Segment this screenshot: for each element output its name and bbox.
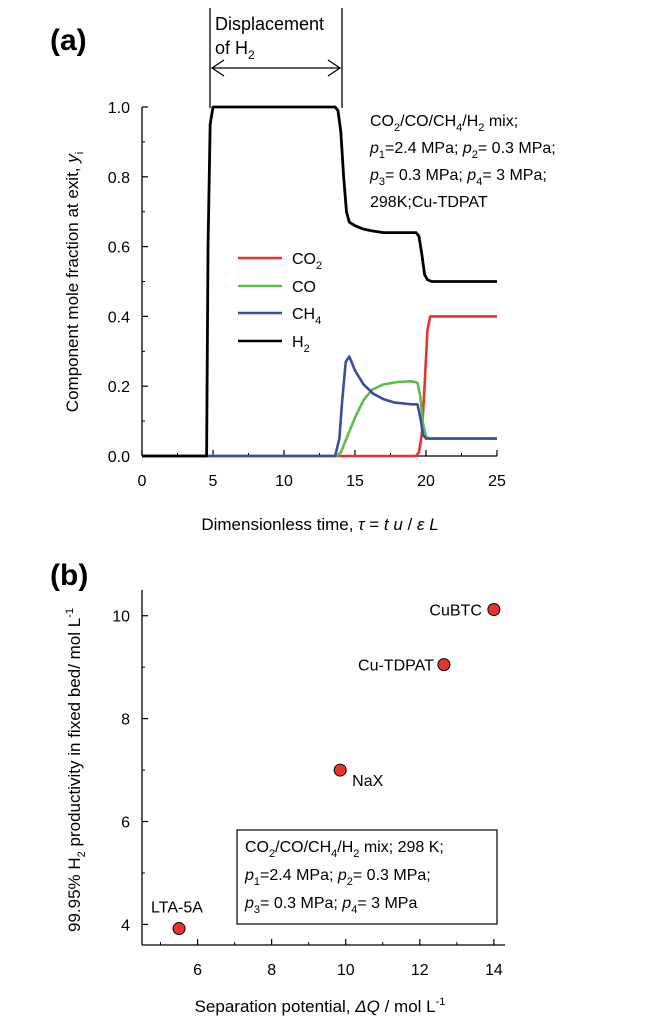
line-co	[142, 380, 497, 458]
conditions-b-box	[236, 829, 498, 925]
x-tick-label-a: 25	[488, 473, 506, 490]
arrowhead-right	[327, 59, 342, 77]
displacement-text: Displacement	[215, 14, 324, 34]
ticks-b: 6 8 10 12 14 4 6 8 10	[112, 609, 503, 979]
ticks-a: 0 5 10 15 20 25 0.0 0.2 0.4 0.6 0.8 1.0	[108, 100, 506, 490]
y-tick-label-a: 0.4	[108, 309, 130, 326]
point-cubtc	[487, 603, 501, 617]
panel-a-label: (a)	[50, 24, 87, 57]
legend-label-ch4: CH4	[292, 306, 321, 327]
line-h2	[142, 105, 497, 458]
scatter-points-b: LTA-5A NaX Cu-TDPAT CuBTC	[151, 603, 501, 936]
y-tick-label-b: 4	[121, 917, 130, 934]
legend-label-co2: CO2	[292, 251, 322, 272]
line-ch4	[142, 355, 497, 458]
displacement-of-h2: of H2	[215, 38, 255, 62]
displacement-annotation: Displacement of H2	[209, 8, 343, 108]
legend-label-co: CO	[292, 279, 316, 296]
x-tick-label-a: 15	[346, 473, 364, 490]
x-tick-label-b: 14	[485, 962, 503, 979]
point-label: CuBTC	[429, 603, 481, 620]
x-tick-label-b: 10	[337, 962, 355, 979]
conditions-a-line1: CO2/CO/CH4/H2 mix;	[370, 113, 518, 134]
conditions-b-line2: p1=2.4 MPa; p2= 0.3 MPa;	[244, 867, 431, 888]
x-tick-label-a: 20	[417, 473, 435, 490]
x-tick-label-b: 6	[193, 962, 202, 979]
x-tick-label-a: 0	[138, 473, 147, 490]
point-label: NaX	[352, 773, 383, 790]
x-axis-label-a: Dimensionless time, τ = t u / ε L	[201, 515, 438, 534]
x-tick-label-a: 5	[209, 473, 218, 490]
x-tick-label-b: 8	[267, 962, 276, 979]
y-tick-label-a: 1.0	[108, 100, 130, 117]
conditions-b-line1: CO2/CO/CH4/H2 mix; 298 K;	[245, 839, 444, 860]
y-tick-label-b: 6	[121, 815, 130, 832]
conditions-a-line4: 298K;Cu-TDPAT	[370, 194, 488, 211]
conditions-b-line3: p3= 0.3 MPa; p4= 3 MPa	[244, 895, 417, 916]
conditions-a: CO2/CO/CH4/H2 mix; p1=2.4 MPa; p2= 0.3 M…	[369, 113, 556, 211]
x-axis-label-b: Separation potential, ΔQ / mol L-1	[195, 996, 446, 1016]
y-tick-label-a: 0.0	[108, 449, 130, 466]
series-lines-a	[142, 105, 497, 458]
y-tick-label-b: 10	[112, 609, 130, 626]
y-tick-label-a: 0.8	[108, 170, 130, 187]
arrowhead-left	[210, 59, 225, 77]
point-cu-tdpat	[437, 658, 451, 672]
x-tick-label-a: 10	[275, 473, 293, 490]
legend-a: CO2 CO CH4 H2	[238, 251, 322, 355]
conditions-b: CO2/CO/CH4/H2 mix; 298 K; p1=2.4 MPa; p2…	[236, 829, 498, 925]
y-tick-label-a: 0.6	[108, 240, 130, 257]
panel-b-label: (b)	[50, 559, 88, 592]
point-label: Cu-TDPAT	[358, 658, 434, 675]
y-tick-label-a: 0.2	[108, 379, 130, 396]
x-tick-label-b: 12	[411, 962, 429, 979]
y-tick-label-b: 8	[121, 712, 130, 729]
line-co2	[142, 315, 497, 458]
conditions-a-line3: p3= 0.3 MPa; p4= 3 MPa;	[369, 167, 547, 188]
panel-b: (b) 6 8 10 12 14 4 6 8 10 CO2/CO/CH4/H2 mix; 298…	[50, 559, 505, 1016]
legend-label-h2: H2	[292, 334, 310, 355]
y-axis-label-a: Component mole fraction at exit, yi	[63, 152, 86, 412]
conditions-a-line2: p1=2.4 MPa; p2= 0.3 MPa;	[369, 140, 556, 161]
y-axis-label-b: 99.95% H2 productivity in fixed bed/ mol…	[64, 608, 88, 932]
point-lta-5a	[172, 922, 186, 936]
point-nax	[333, 763, 347, 777]
point-label: LTA-5A	[151, 900, 203, 917]
panel-a: (a) Displacement of H2 CO2/CO/CH4/H2 mix…	[50, 8, 556, 534]
